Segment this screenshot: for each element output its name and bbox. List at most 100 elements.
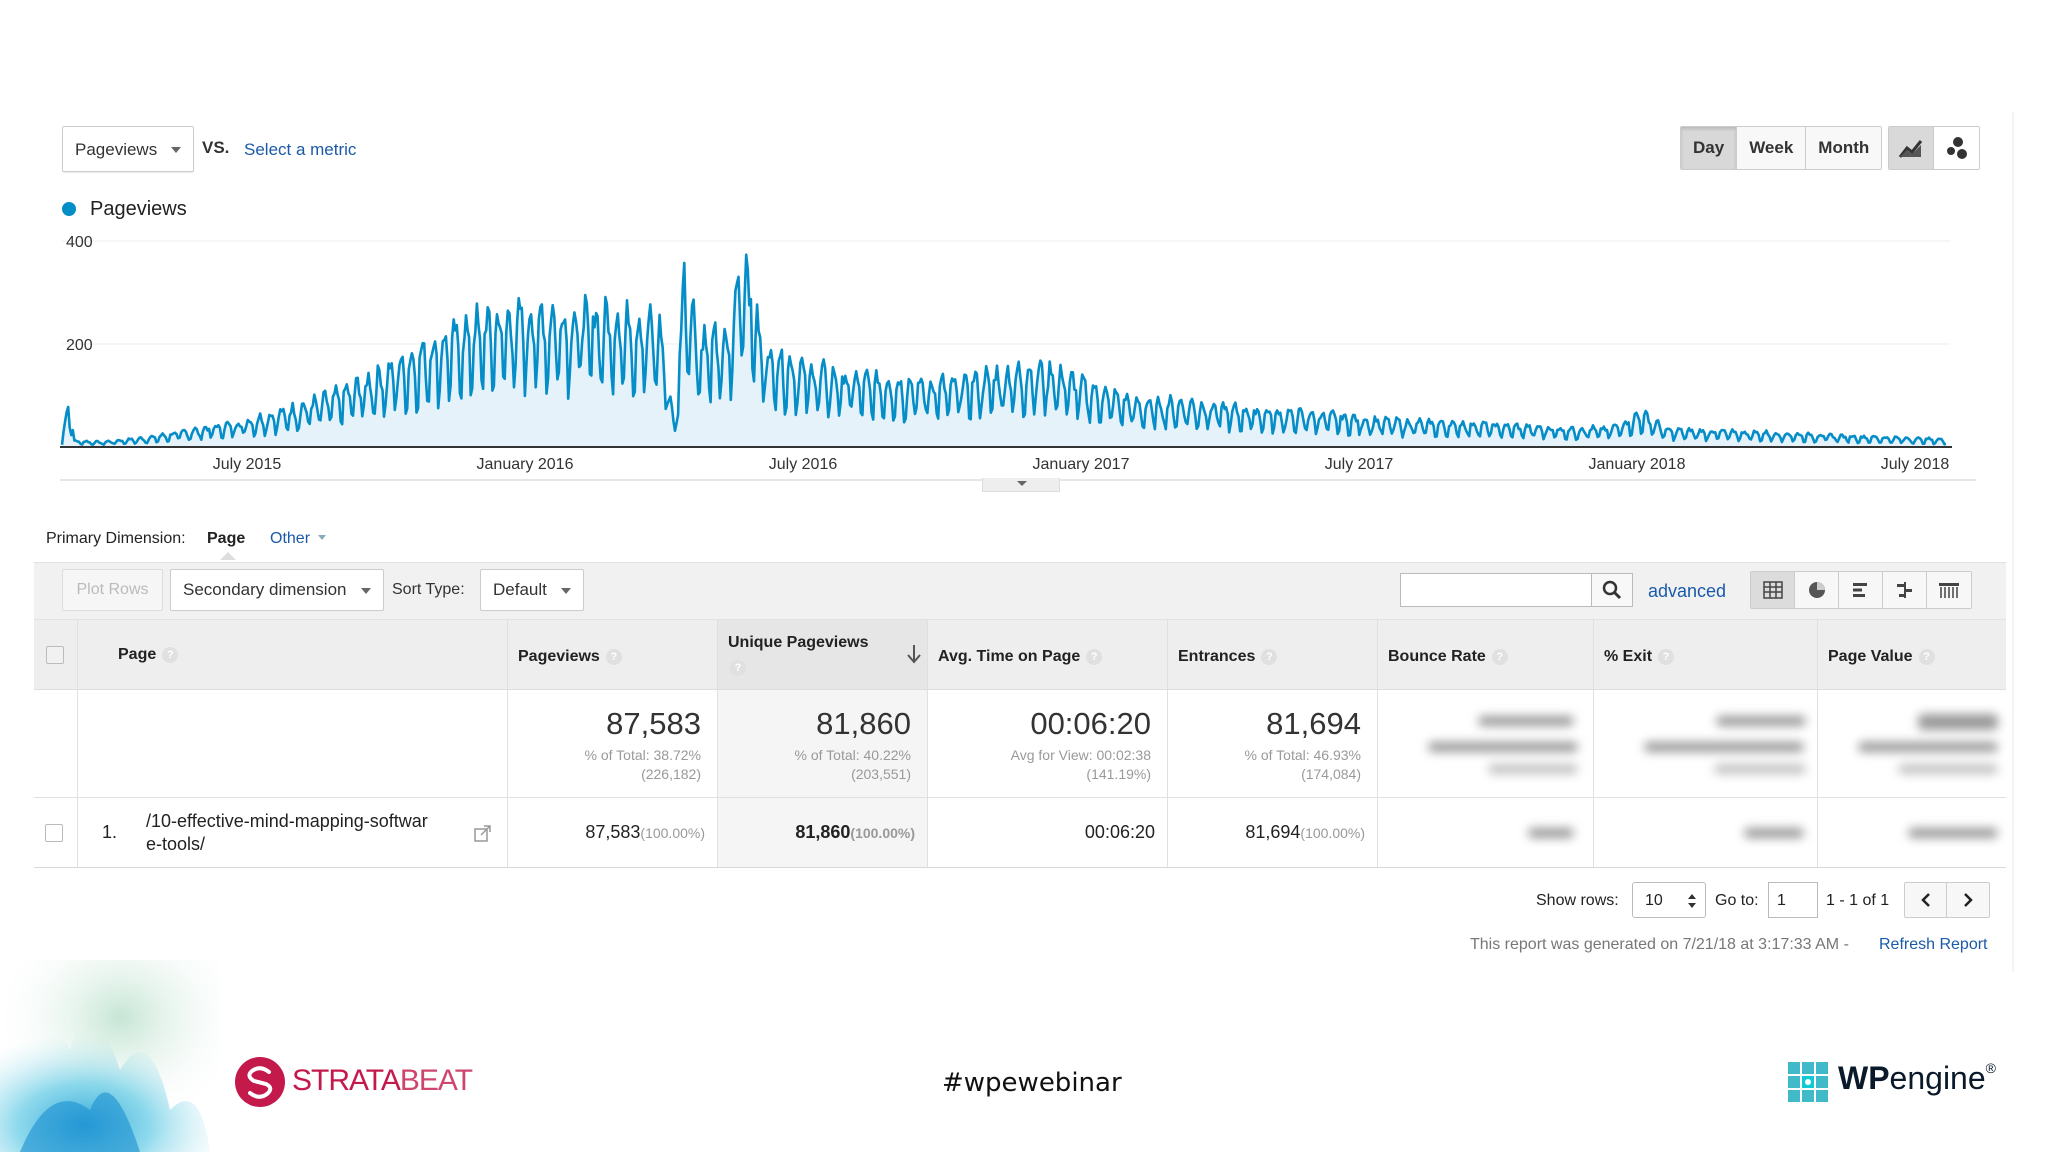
plot-rows-button[interactable]: Plot Rows	[62, 569, 163, 611]
previous-page-button[interactable]	[1905, 883, 1947, 917]
period-month-button[interactable]: Month	[1806, 127, 1882, 169]
primary-dimension-other[interactable]: Other	[270, 530, 327, 548]
table-grid-icon	[1762, 581, 1783, 599]
motion-chart-button[interactable]	[1934, 127, 1979, 169]
chevron-down-icon	[561, 588, 571, 594]
header-avg-time[interactable]: Avg. Time on Page?	[928, 620, 1168, 689]
report-generated-note: This report was generated on 7/21/18 at …	[1470, 936, 1849, 953]
advanced-filter-link[interactable]: advanced	[1648, 581, 1727, 601]
redacted-value	[1488, 764, 1578, 774]
row-checkbox[interactable]	[45, 824, 63, 842]
chevron-down-icon	[361, 588, 371, 594]
x-tick-label: January 2017	[1033, 456, 1130, 473]
active-dimension-pointer	[220, 552, 236, 560]
totals-entrances-value: 81,694	[1266, 706, 1361, 741]
show-rows-select[interactable]: 10	[1632, 882, 1706, 918]
legend-label: Pageviews	[90, 198, 187, 220]
header-bounce-rate[interactable]: Bounce Rate?	[1378, 620, 1594, 689]
sort-descending-icon	[907, 645, 921, 664]
totals-unique-pageviews-share: % of Total: 40.22% (203,551)	[794, 747, 911, 782]
x-tick-label: July 2017	[1325, 456, 1394, 473]
redacted-value	[1716, 716, 1806, 726]
header-page[interactable]: Page?	[78, 620, 508, 689]
sort-type-label: Sort Type:	[392, 581, 465, 598]
chart-area	[60, 253, 1947, 447]
performance-view-button[interactable]	[1839, 572, 1883, 608]
table-row[interactable]: 1. /10-effective-mind-mapping-softwar e-t…	[34, 798, 2006, 868]
header-pageviews[interactable]: Pageviews?	[508, 620, 718, 689]
row-bounce-rate-cell	[1378, 798, 1594, 867]
metric-select-value: Pageviews	[75, 140, 158, 159]
header-page-value-label: Page Value?	[1828, 648, 1935, 666]
external-link-icon[interactable]	[474, 824, 492, 842]
metric-select[interactable]: Pageviews	[62, 126, 194, 172]
chevron-down-icon	[318, 535, 327, 540]
row-unique-pageviews-cell: 81,860(100.00%)	[718, 798, 928, 867]
search-button[interactable]	[1591, 573, 1633, 607]
comparison-view-button[interactable]	[1883, 572, 1927, 608]
header-exit-label: % Exit?	[1604, 648, 1675, 666]
next-page-button[interactable]	[1947, 883, 1989, 917]
primary-dimension-page[interactable]: Page	[207, 530, 246, 547]
totals-bounce-rate-cell	[1378, 690, 1594, 797]
goto-page-input[interactable]: 1	[1768, 882, 1818, 918]
redacted-value	[1898, 764, 1998, 774]
select-all-checkbox[interactable]	[46, 646, 64, 664]
redacted-value	[1528, 828, 1574, 838]
row-avg-time-value: 00:06:20	[1084, 822, 1155, 842]
period-week-button[interactable]: Week	[1737, 127, 1807, 169]
data-view-button[interactable]	[1751, 572, 1795, 608]
line-chart-button[interactable]	[1889, 127, 1934, 169]
row-pageviews-cell: 87,583(100.00%)	[508, 798, 718, 867]
primary-dimension-label: Primary Dimension:	[46, 530, 186, 547]
select-metric-link[interactable]: Select a metric	[244, 140, 357, 159]
chevron-down-icon	[171, 147, 181, 153]
y-tick-label: 200	[66, 337, 93, 354]
help-icon: ?	[1491, 648, 1508, 665]
header-pageviews-label: Pageviews?	[518, 648, 622, 666]
row-pageviews-value: 87,583(100.00%)	[585, 822, 705, 842]
y-tick-label: 400	[66, 234, 93, 251]
x-tick-label: July 2015	[213, 456, 282, 473]
row-index: 1.	[102, 822, 118, 842]
header-entrances[interactable]: Entrances?	[1168, 620, 1378, 689]
row-page-link[interactable]: /10-effective-mind-mapping-softwar e-tool…	[146, 811, 428, 854]
x-tick-label: July 2018	[1881, 456, 1950, 473]
row-unique-pageviews-value: 81,860(100.00%)	[795, 822, 915, 842]
totals-pageviews-cell: 87,583 % of Total: 38.72% (226,182)	[508, 690, 718, 797]
vs-label: VS.	[202, 138, 230, 157]
pie-chart-icon	[1808, 582, 1825, 598]
header-avg-time-label: Avg. Time on Page?	[938, 648, 1103, 666]
row-range: 1 - 1 of 1	[1826, 892, 1890, 909]
row-avg-time-cell: 00:06:20	[928, 798, 1168, 867]
pager	[1904, 882, 1990, 918]
table-search-input[interactable]	[1400, 573, 1592, 607]
help-icon: ?	[1658, 648, 1675, 665]
chart-collapse-handle[interactable]	[982, 478, 1060, 492]
header-exit[interactable]: % Exit?	[1594, 620, 1818, 689]
totals-pageviews-share: % of Total: 38.72% (226,182)	[584, 747, 701, 782]
help-icon: ?	[1261, 648, 1278, 665]
show-rows-label: Show rows:	[1536, 892, 1619, 909]
row-page-value-cell	[1818, 798, 2006, 867]
term-cloud-view-button[interactable]	[1927, 572, 1971, 608]
chevron-left-icon	[1920, 893, 1930, 907]
sort-type-select[interactable]: Default	[480, 569, 584, 611]
period-day-button[interactable]: Day	[1681, 127, 1738, 169]
legend-swatch	[62, 202, 76, 216]
redacted-value	[1644, 742, 1804, 752]
secondary-dimension-select[interactable]: Secondary dimension	[170, 569, 384, 611]
series-line-pageviews	[60, 253, 1947, 446]
header-unique-pageviews[interactable]: Unique Pageviews ?	[718, 620, 928, 689]
header-page-value[interactable]: Page Value?	[1818, 620, 2006, 689]
line-chart-icon	[1898, 140, 1923, 158]
refresh-report-link[interactable]: Refresh Report	[1879, 936, 1988, 953]
help-icon: ?	[1918, 648, 1935, 665]
header-checkbox-cell	[34, 620, 78, 689]
percentage-view-button[interactable]	[1795, 572, 1839, 608]
totals-avg-time-share: Avg for View: 00:02:38 (141.19%)	[1010, 747, 1151, 782]
header-bounce-rate-label: Bounce Rate?	[1388, 648, 1508, 666]
chart-x-ticks: July 2015 January 2016 July 2016 January 20…	[213, 456, 1950, 473]
totals-pageviews-value: 87,583	[606, 706, 701, 741]
